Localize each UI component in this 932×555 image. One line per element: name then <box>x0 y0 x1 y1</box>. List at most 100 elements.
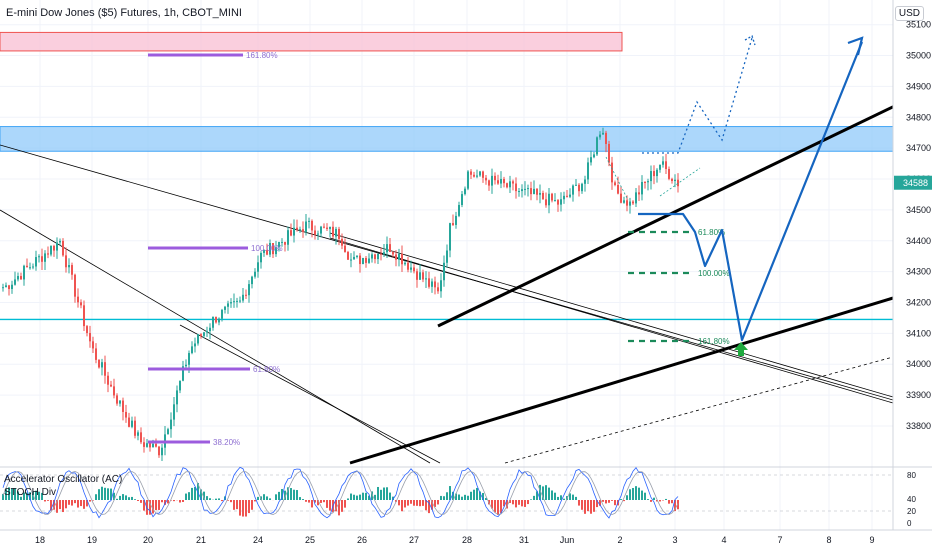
candle-body <box>329 227 331 229</box>
currency-badge[interactable]: USD <box>895 6 924 21</box>
candle-body <box>611 163 613 183</box>
candle-body <box>587 162 589 179</box>
candle-body <box>230 302 232 303</box>
candle-body <box>371 254 373 258</box>
candle-body <box>488 180 490 185</box>
price-tick-label: 34700 <box>906 143 931 153</box>
candle-body <box>560 199 562 204</box>
candle-body <box>53 246 55 251</box>
candle-body <box>641 182 643 194</box>
candle-body <box>437 287 439 291</box>
ac-bar <box>653 498 655 500</box>
indicator-label-stoch: STOCH Div <box>4 487 56 498</box>
candle-body <box>122 401 124 412</box>
candle-body <box>467 171 469 188</box>
ac-bar <box>521 500 523 506</box>
candle-body <box>518 191 520 192</box>
candle-body <box>29 267 31 268</box>
candle-body <box>185 365 187 366</box>
candle-body <box>419 272 421 279</box>
ac-bar <box>119 496 121 500</box>
candle-body <box>380 254 382 255</box>
candle-body <box>260 253 262 262</box>
ac-bar <box>545 485 547 500</box>
ac-bar <box>191 488 193 500</box>
ac-bar <box>173 500 175 501</box>
ac-bar <box>494 500 496 512</box>
ac-bar <box>401 500 403 511</box>
ac-bar <box>242 500 244 517</box>
ac-bar <box>239 500 241 516</box>
ac-bar <box>458 495 460 500</box>
time-tick-label: 27 <box>409 535 419 545</box>
candle-body <box>653 171 655 176</box>
ac-bar <box>266 496 268 500</box>
candle-body <box>38 256 40 257</box>
ac-bar <box>80 500 82 506</box>
ac-bar <box>584 500 586 514</box>
candle-body <box>77 297 79 303</box>
ac-bar <box>101 487 103 500</box>
candle-body <box>599 135 601 138</box>
candle-body <box>152 444 154 448</box>
candle-body <box>494 176 496 180</box>
target-zone <box>0 32 622 51</box>
candle-body <box>557 200 559 205</box>
candle-body <box>224 307 226 310</box>
ac-bar <box>263 494 265 500</box>
candle-body <box>167 429 169 434</box>
ac-bar <box>608 500 610 503</box>
candle-body <box>344 246 346 252</box>
candle-body <box>173 404 175 419</box>
ac-bar <box>593 500 595 512</box>
candle-body <box>614 182 616 185</box>
candle-body <box>443 263 445 280</box>
candle-body <box>551 194 553 201</box>
candle-body <box>608 144 610 163</box>
candle-body <box>347 252 349 260</box>
indicator-tick-label: 40 <box>907 495 916 504</box>
candle-body <box>287 230 289 245</box>
ac-bar <box>68 500 70 505</box>
price-tick-label: 34300 <box>906 267 931 277</box>
fib-label: 61.80% <box>253 365 280 374</box>
candle-body <box>497 180 499 183</box>
ac-bar <box>383 488 385 500</box>
ac-bar <box>137 500 139 501</box>
candle-body <box>623 200 625 202</box>
ac-bar <box>131 497 133 500</box>
ac-bar <box>557 497 559 500</box>
ac-bar <box>329 500 331 511</box>
candle-body <box>59 241 61 243</box>
candle-body <box>629 202 631 206</box>
candle-body <box>413 267 415 271</box>
ac-bar <box>590 500 592 514</box>
candle-body <box>131 421 133 427</box>
candle-body <box>659 165 661 170</box>
time-tick-label: 21 <box>196 535 206 545</box>
candle-body <box>635 192 637 203</box>
ac-bar <box>308 500 310 503</box>
ac-bar <box>320 500 322 503</box>
candle-body <box>134 421 136 436</box>
ac-bar <box>641 491 643 500</box>
candle-body <box>605 133 607 144</box>
time-tick-label: 4 <box>721 535 726 545</box>
indicator-tick-label: 0 <box>907 519 912 528</box>
candle-body <box>80 302 82 305</box>
ac-bar <box>155 500 157 510</box>
time-tick-label: 2 <box>617 535 622 545</box>
candle-body <box>365 258 367 263</box>
time-tick-label: 8 <box>826 535 831 545</box>
candle-body <box>383 252 385 254</box>
ac-bar <box>296 490 298 500</box>
candle-body <box>284 242 286 245</box>
candle-body <box>395 254 397 259</box>
candle-body <box>545 199 547 205</box>
indicator-label-ac: Accelerator Oscillator (AC) <box>4 474 122 485</box>
ac-bar <box>218 498 220 500</box>
candle-body <box>314 230 316 234</box>
candle-body <box>158 447 160 456</box>
ac-bar <box>587 500 589 511</box>
